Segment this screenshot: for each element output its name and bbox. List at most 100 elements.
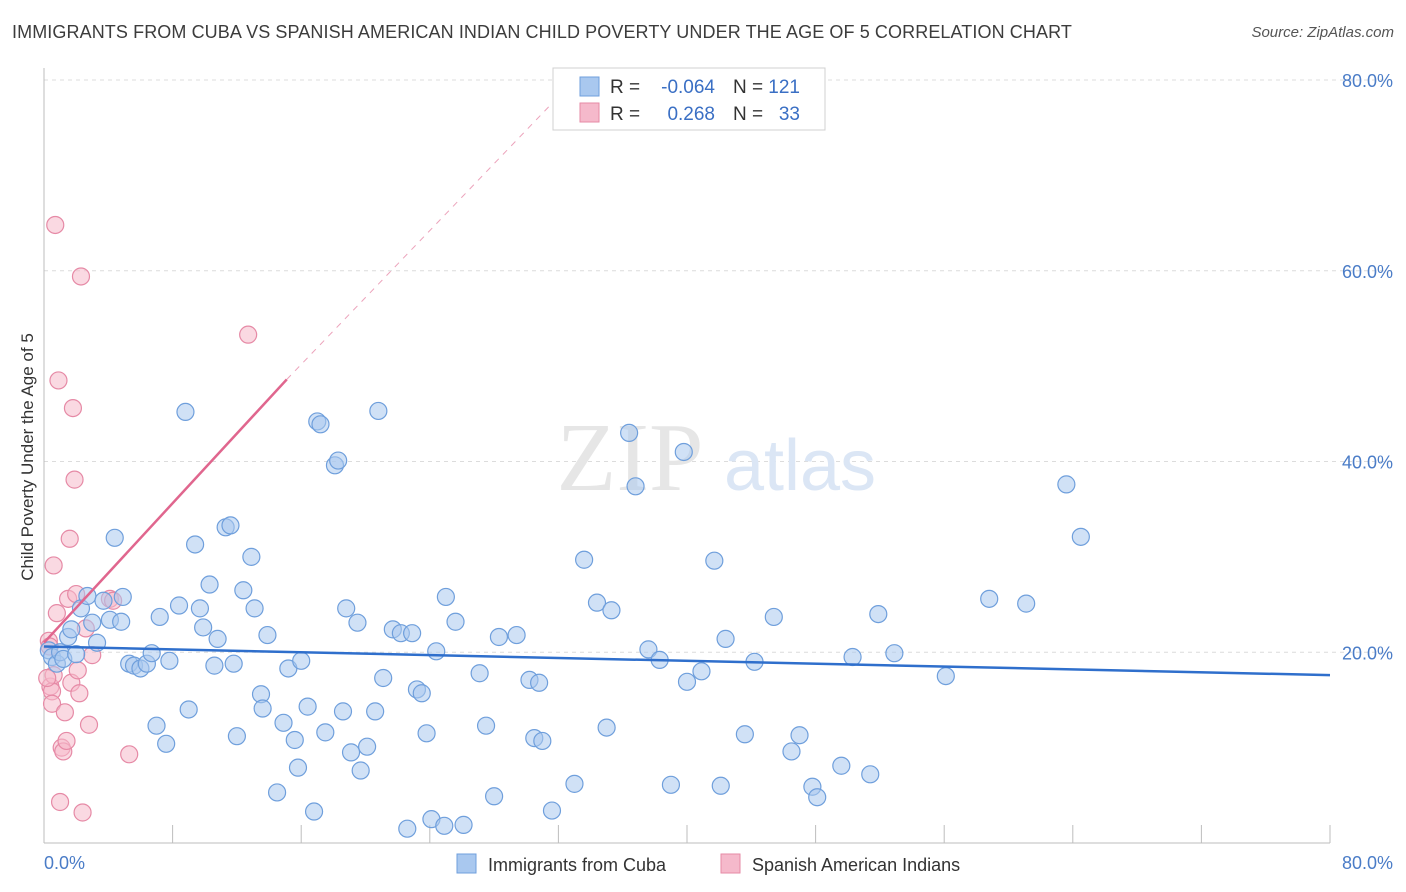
pink-point [239, 325, 258, 344]
blue-point [565, 774, 584, 793]
blue-point [169, 596, 189, 615]
blue-point [436, 587, 455, 607]
y-tick-labels: 20.0% 40.0% 60.0% 80.0% [1342, 71, 1393, 663]
blue-point [790, 726, 809, 745]
watermark: ZIP atlas [557, 404, 877, 512]
blue-point [476, 716, 496, 735]
bottom-legend-label-pink: Spanish American Indians [752, 855, 960, 875]
pink-point [50, 792, 70, 812]
blue-point [113, 587, 132, 607]
blue-point [446, 612, 465, 631]
blue-point [311, 415, 330, 434]
blue-point [435, 816, 454, 835]
pink-point [65, 470, 84, 489]
blue-point [533, 731, 552, 751]
blue-point [639, 640, 658, 659]
blue-point [530, 673, 549, 692]
blue-point [190, 599, 210, 618]
blue-point [157, 734, 176, 753]
pink-point [38, 668, 57, 688]
blue-point [711, 776, 730, 795]
blue-point [507, 625, 526, 645]
blue-point [258, 625, 277, 645]
trend-line-cuba [43, 645, 1331, 677]
blue-point [112, 612, 131, 631]
blue-point [808, 788, 827, 807]
blue-point [575, 550, 594, 569]
blue-point [1057, 475, 1076, 494]
source-label: Source: ZipAtlas.com [1251, 24, 1394, 41]
blue-point [221, 516, 240, 535]
blue-point [200, 575, 219, 594]
y-tick-label: 40.0% [1342, 453, 1393, 473]
legend-n-value-1: 121 [768, 77, 800, 98]
blue-point [194, 618, 213, 637]
x-tick-label: 80.0% [1342, 853, 1393, 873]
watermark-atlas: atlas [724, 426, 876, 506]
legend-swatch-blue [579, 76, 600, 97]
blue-point [674, 442, 693, 462]
blue-point [83, 613, 102, 632]
axes [43, 68, 1331, 844]
blue-point [885, 644, 904, 663]
blue-point [267, 783, 287, 802]
blue-point [208, 629, 227, 648]
legend-r-label-1: R = [610, 77, 640, 98]
blue-point [427, 642, 446, 661]
blue-point [489, 627, 509, 647]
blue-point [470, 664, 489, 683]
trend-lines [43, 79, 1331, 677]
blue-point [358, 737, 377, 756]
blue-point [227, 727, 246, 746]
pink-point [42, 694, 62, 713]
bottom-legend: Immigrants from Cuba Spanish American In… [456, 853, 960, 875]
blue-point [661, 775, 681, 794]
blue-point [348, 613, 367, 632]
legend-n-label-2: N = [733, 104, 763, 125]
blue-point [337, 599, 356, 618]
blue-point [587, 593, 607, 612]
legend-n-label-1: N = [733, 77, 763, 98]
blue-point [542, 801, 562, 820]
pink-point [55, 703, 74, 722]
blue-point [224, 654, 243, 673]
legend-swatch-pink [579, 102, 600, 123]
blue-point [329, 451, 348, 470]
blue-point [843, 647, 862, 667]
blue-point [398, 819, 417, 838]
pink-point [71, 267, 91, 286]
legend-box: R = -0.064 N = 121 R = 0.268 N = 33 [552, 67, 826, 131]
blue-point [304, 802, 324, 821]
blue-point [142, 644, 161, 663]
blue-point [147, 716, 166, 735]
blue-point [274, 713, 293, 732]
y-axis-title: Child Poverty Under the Age of 5 [18, 333, 37, 581]
blue-point [205, 656, 224, 675]
blue-point [705, 551, 724, 570]
blue-point [366, 702, 385, 721]
blue-point [234, 581, 253, 600]
pink-point [60, 529, 79, 548]
trend-line-spanish-american-indians [43, 378, 288, 644]
blue-point [620, 423, 639, 442]
blue-point [341, 743, 361, 762]
blue-point [285, 730, 304, 750]
blue-point [677, 672, 697, 691]
blue-point [597, 718, 616, 737]
legend-r-value-2: 0.268 [667, 104, 715, 125]
blue-point [764, 607, 783, 627]
pink-point [120, 745, 139, 764]
y-tick-label: 20.0% [1342, 643, 1393, 663]
blue-point [292, 651, 311, 670]
pink-point [70, 684, 89, 703]
blue-point [176, 402, 195, 422]
blue-point [1017, 594, 1036, 613]
blue-point [869, 604, 888, 624]
chart-title: IMMIGRANTS FROM CUBA VS SPANISH AMERICAN… [12, 22, 1072, 42]
x-tick-label: 0.0% [44, 853, 85, 873]
blue-point [186, 535, 205, 554]
blue-point [298, 697, 317, 716]
blue-point [245, 599, 264, 618]
blue-point [160, 651, 179, 670]
